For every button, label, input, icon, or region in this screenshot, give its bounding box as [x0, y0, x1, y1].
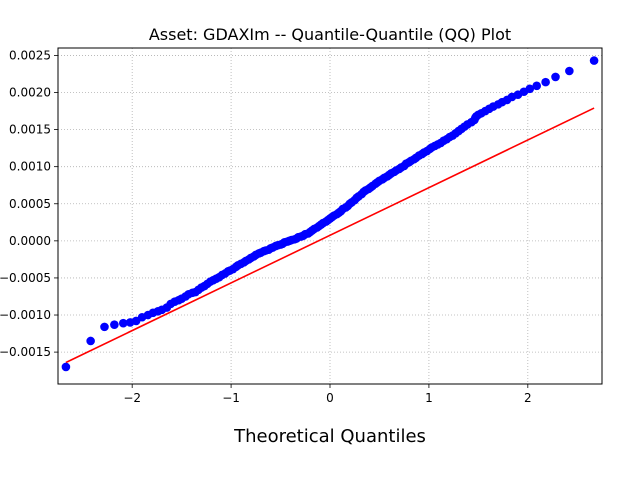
fit-line: [65, 107, 595, 364]
x-axis-label: Theoretical Quantiles: [233, 426, 426, 447]
data-point: [525, 84, 535, 94]
data-point: [118, 318, 128, 328]
y-tick-label: 0.0015: [9, 123, 51, 137]
y-tick-label: 0.0005: [9, 197, 51, 211]
x-tick-label: 0: [326, 391, 334, 405]
y-tick-label: −0.0005: [0, 271, 51, 285]
data-point: [86, 336, 95, 346]
data-point: [551, 72, 560, 82]
data-point: [532, 81, 542, 91]
y-tick-label: 0.0000: [9, 234, 51, 248]
data-point: [541, 77, 550, 87]
y-tick-label: 0.0025: [9, 48, 51, 62]
y-axis-ticks: −0.0015 −0.0010 −0.0005 0.0000 0.0005 0.0010 0…: [0, 48, 58, 359]
x-tick-label: 2: [524, 391, 532, 405]
y-tick-label: 0.0020: [9, 86, 51, 100]
x-axis-ticks: −2 −1 0 1 2: [123, 384, 532, 405]
data-point: [61, 362, 71, 372]
y-tick-label: 0.0010: [9, 160, 51, 174]
data-point: [100, 322, 109, 332]
points-layer: [61, 56, 599, 372]
x-tick-label: −2: [123, 391, 141, 405]
data-point: [110, 320, 119, 329]
fit-line-layer: [65, 107, 595, 364]
data-point: [565, 66, 574, 76]
x-tick-label: −1: [222, 391, 240, 405]
y-tick-label: −0.0010: [0, 308, 51, 322]
chart-title: Asset: GDAXIm -- Quantile-Quantile (QQ) …: [149, 25, 511, 44]
y-tick-label: −0.0015: [0, 345, 51, 359]
x-tick-label: 1: [425, 391, 433, 405]
data-point: [589, 56, 599, 65]
